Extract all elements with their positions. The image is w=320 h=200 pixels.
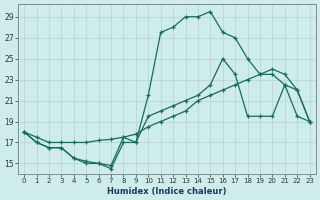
X-axis label: Humidex (Indice chaleur): Humidex (Indice chaleur) [107, 187, 227, 196]
